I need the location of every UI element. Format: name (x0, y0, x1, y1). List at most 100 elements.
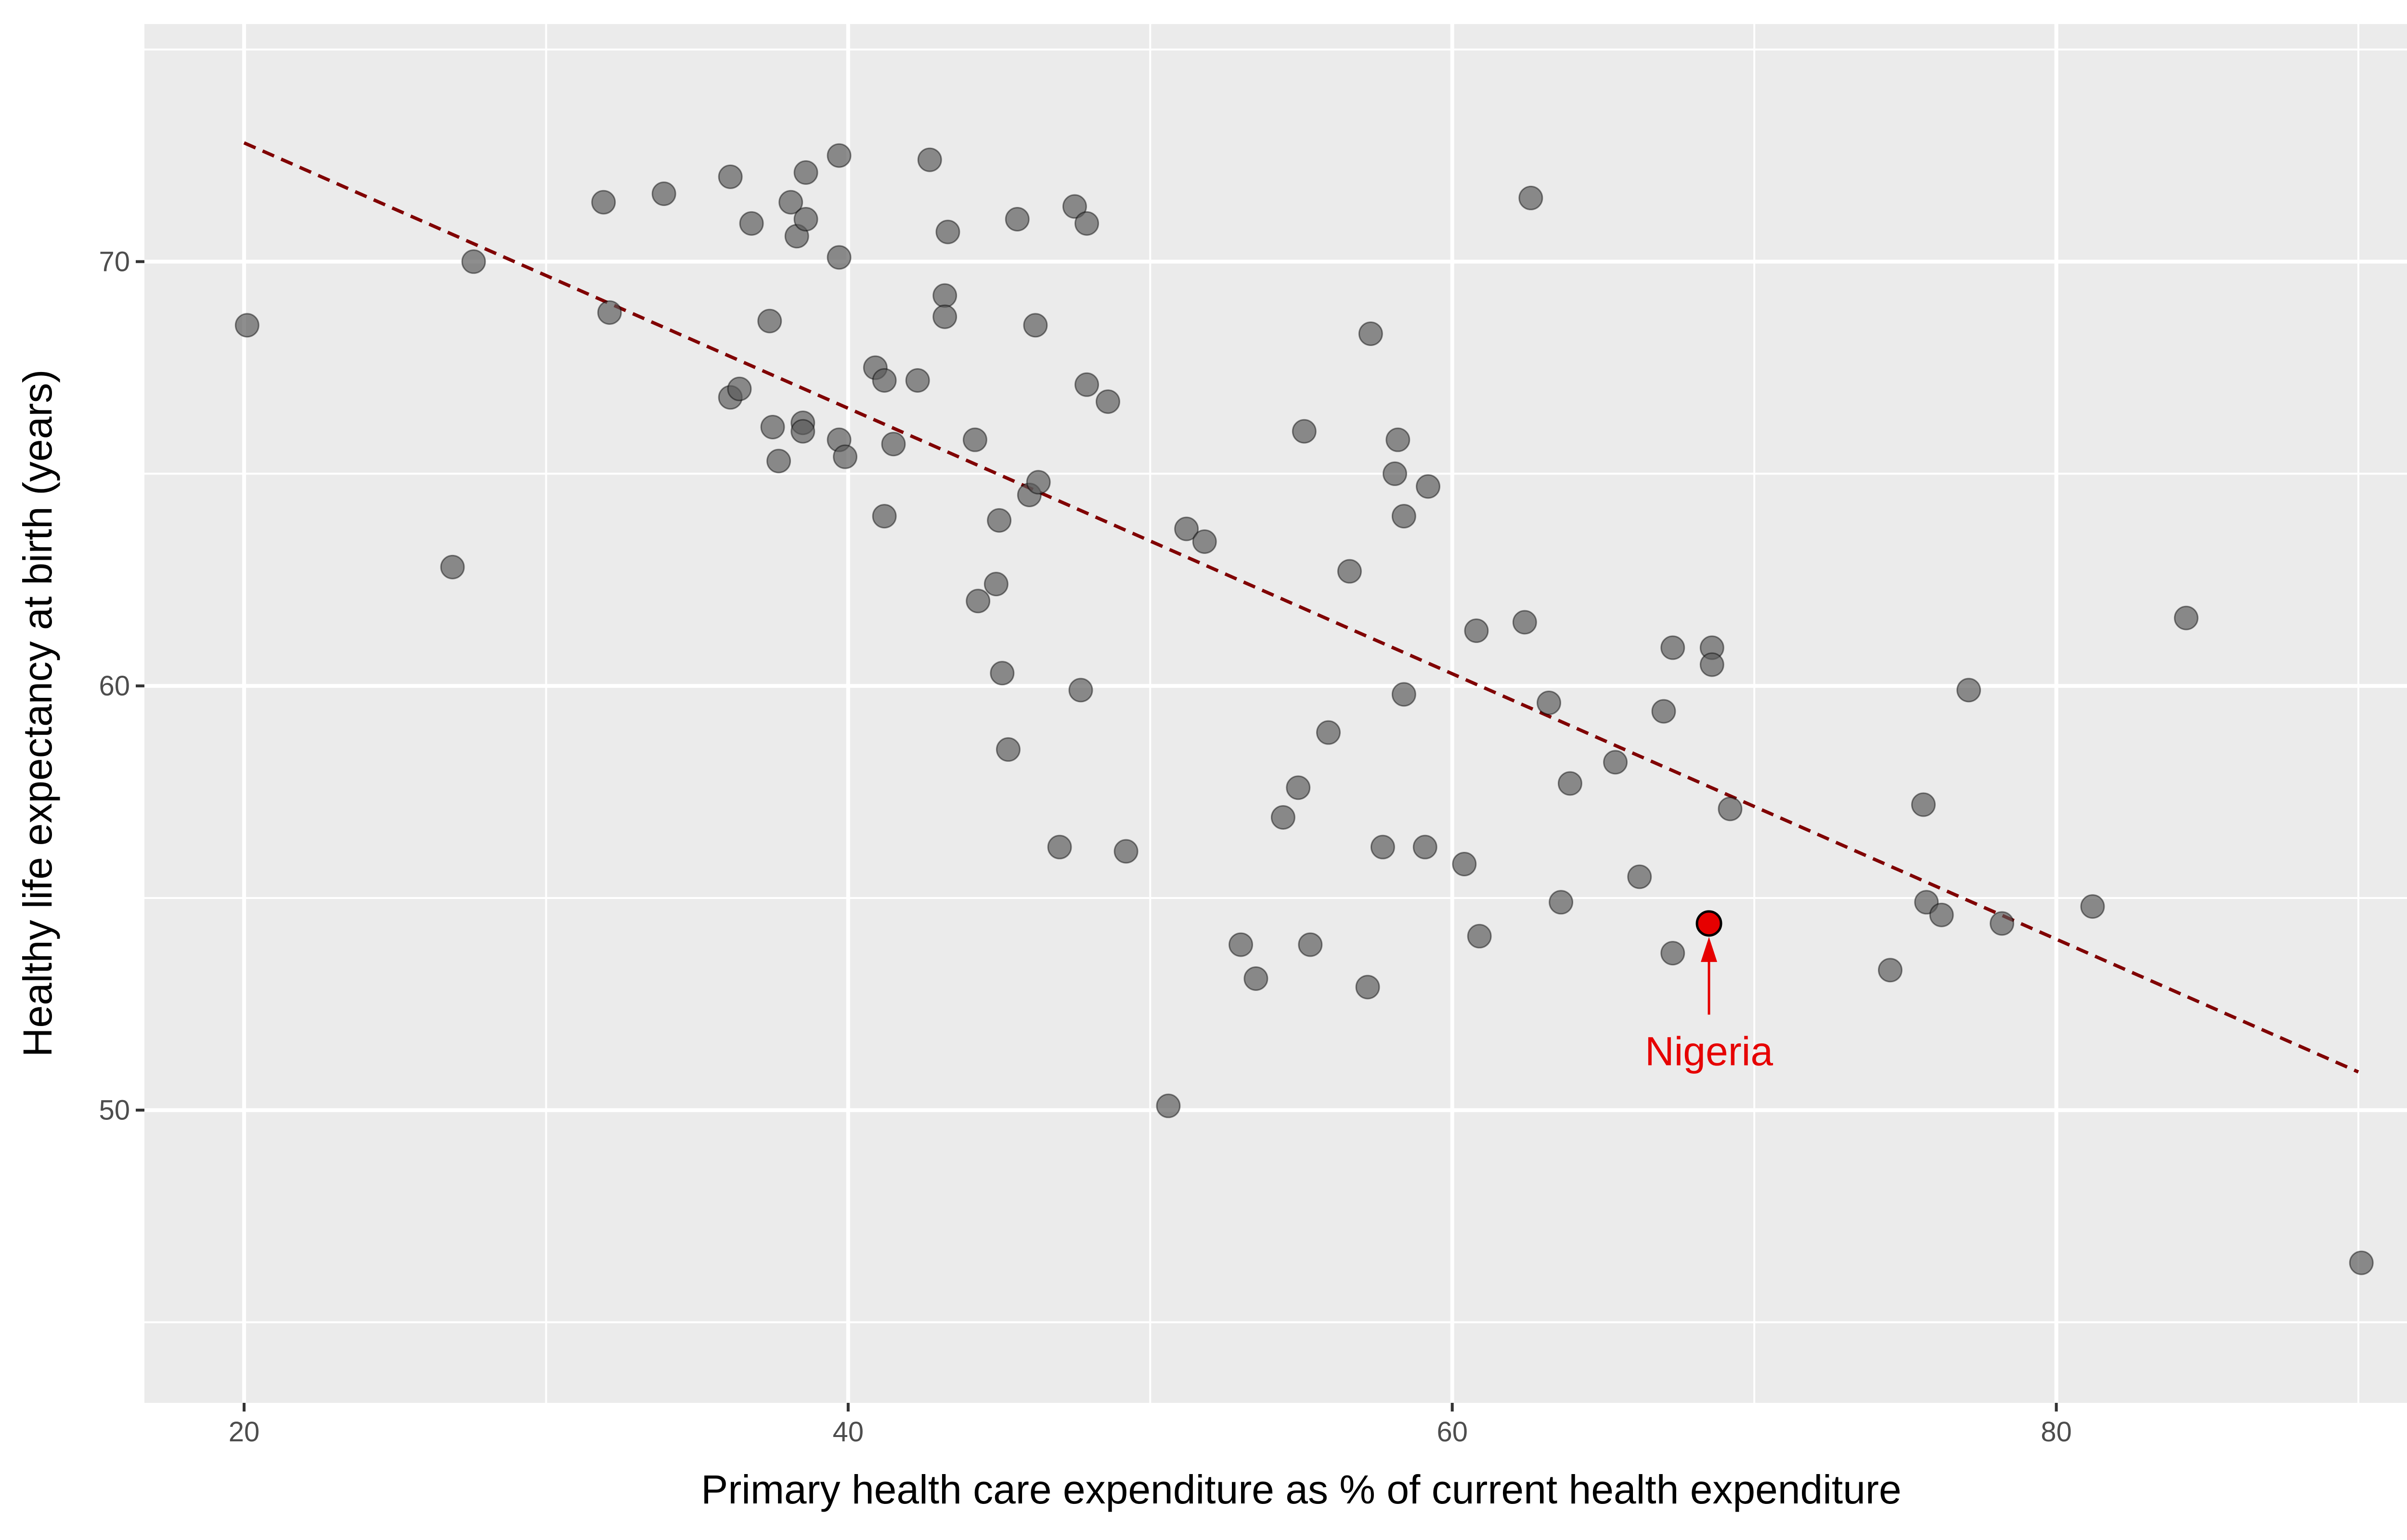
data-point (1355, 975, 1380, 1000)
data-point (461, 249, 486, 274)
data-point (1391, 682, 1416, 707)
data-point (440, 554, 465, 579)
data-point (1316, 720, 1341, 745)
data-point (1536, 690, 1561, 715)
data-point (739, 211, 764, 236)
data-point (1627, 864, 1652, 889)
x-tick-label: 20 (229, 1416, 260, 1448)
data-point (1464, 618, 1489, 643)
data-point (1047, 834, 1072, 860)
data-point (2174, 605, 2199, 630)
data-point (962, 427, 987, 452)
data-point (766, 449, 791, 474)
data-point (778, 190, 803, 215)
data-point (872, 368, 897, 393)
data-point (1412, 834, 1437, 860)
data-point (1452, 851, 1477, 876)
data-point (935, 219, 960, 244)
data-point (1660, 635, 1685, 660)
data-point (757, 308, 782, 334)
data-point (1929, 902, 1954, 927)
data-point (1718, 796, 1743, 821)
data-point (1416, 474, 1441, 499)
highlight-point (1695, 910, 1722, 937)
y-tick-label: 70 (99, 246, 130, 278)
y-tick-label: 60 (99, 670, 130, 702)
x-tick-label: 80 (2041, 1416, 2072, 1448)
data-point (1113, 839, 1139, 864)
data-point (984, 572, 1009, 597)
data-point (1229, 932, 1254, 957)
data-point (827, 245, 852, 270)
data-point (793, 207, 818, 232)
x-tick-label: 40 (833, 1416, 864, 1448)
x-axis-title: Primary health care expenditure as % of … (701, 1467, 1901, 1512)
data-point (1467, 924, 1492, 949)
data-point (827, 143, 852, 168)
data-point (1292, 419, 1317, 444)
data-point (1518, 185, 1543, 210)
data-point (1385, 427, 1411, 452)
data-point (1074, 211, 1100, 236)
data-point (1382, 461, 1407, 486)
plot-panel (144, 24, 2407, 1403)
data-point (905, 368, 930, 393)
data-point (1286, 775, 1311, 800)
data-point (1651, 699, 1676, 724)
data-point (1549, 890, 1574, 915)
data-point (1660, 941, 1685, 966)
data-point (1005, 207, 1030, 232)
data-point (1914, 890, 1939, 915)
data-point (1956, 678, 1981, 703)
data-point (996, 737, 1021, 762)
points-layer (234, 143, 2374, 1275)
data-point (1370, 834, 1395, 860)
data-point (1095, 389, 1120, 414)
data-point (1174, 516, 1199, 541)
data-point (881, 432, 906, 457)
data-point (2349, 1250, 2374, 1275)
data-point (760, 414, 785, 439)
data-point (1358, 321, 1383, 346)
data-point (932, 304, 958, 329)
highlight-annotation: Nigeria (1645, 910, 1773, 1074)
data-point (987, 508, 1012, 533)
data-point (234, 313, 259, 338)
data-point (1990, 911, 2015, 936)
x-axis-ticks: 20 40 60 80 (229, 1403, 2072, 1448)
data-point (1557, 771, 1582, 796)
data-point (1026, 470, 1051, 495)
data-point (651, 181, 676, 206)
highlight-arrow-head (1701, 937, 1718, 962)
data-point (1699, 652, 1724, 677)
data-point (1023, 313, 1048, 338)
data-point (591, 190, 616, 215)
y-axis-title: Healthy life expectancy at birth (years) (15, 370, 60, 1057)
data-point (1877, 958, 1902, 983)
data-point (1270, 805, 1295, 830)
data-point (1068, 678, 1093, 703)
data-point (1062, 194, 1087, 219)
data-point (1512, 610, 1537, 635)
x-tick-label: 60 (1436, 1416, 1468, 1448)
data-point (1156, 1093, 1181, 1118)
highlight-label: Nigeria (1645, 1028, 1773, 1074)
data-point (2080, 894, 2105, 919)
data-point (1911, 792, 1936, 817)
data-point (727, 376, 752, 401)
data-point (872, 504, 897, 529)
y-axis-ticks: 50 60 70 (99, 246, 144, 1126)
data-point (966, 589, 991, 614)
minor-gridlines (144, 24, 2407, 1403)
data-point (990, 661, 1015, 686)
data-point (718, 164, 743, 189)
major-gridlines (144, 24, 2407, 1403)
data-point (833, 444, 858, 469)
data-point (1337, 559, 1362, 584)
data-point (1074, 372, 1100, 397)
data-point (1192, 529, 1217, 554)
y-tick-label: 50 (99, 1095, 130, 1126)
data-point (932, 283, 958, 308)
data-point (1603, 750, 1628, 775)
